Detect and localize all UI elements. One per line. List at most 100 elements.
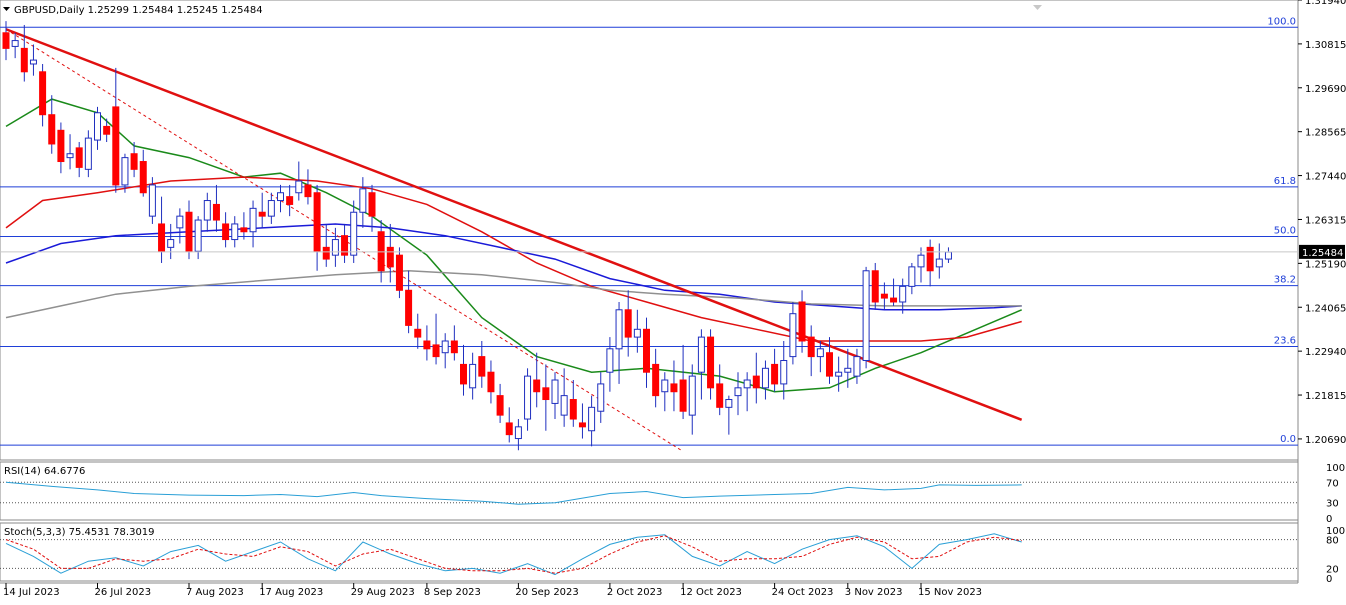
candle-body bbox=[560, 395, 568, 416]
osc-tick-label: 30 bbox=[1326, 499, 1339, 510]
rsi-title: RSI(14) 64.6776 bbox=[4, 466, 85, 477]
price-tick-label: 1.27440 bbox=[1305, 172, 1346, 183]
stoch-pane-frame bbox=[0, 522, 1299, 582]
candle-body bbox=[240, 227, 248, 233]
candle-body bbox=[816, 348, 824, 358]
candle-body bbox=[862, 270, 870, 362]
time-tick-label: 26 Jul 2023 bbox=[95, 587, 152, 598]
candle-body bbox=[633, 328, 641, 338]
candle-body bbox=[20, 47, 28, 73]
candle-body bbox=[496, 395, 504, 416]
candle-body bbox=[615, 309, 623, 350]
candle-body bbox=[670, 383, 678, 393]
osc-tick-label: 80 bbox=[1326, 536, 1339, 547]
candle-body bbox=[295, 180, 303, 194]
fib-level-label: 100.0 bbox=[1267, 16, 1296, 27]
candle-body bbox=[478, 356, 486, 377]
candle-body bbox=[359, 188, 367, 213]
time-tick-label: 14 Jul 2023 bbox=[3, 587, 60, 598]
candle-body bbox=[341, 235, 349, 256]
candle-body bbox=[258, 211, 266, 217]
price-tick-label: 1.28565 bbox=[1305, 128, 1346, 139]
candle-body bbox=[94, 112, 101, 141]
candle-body bbox=[84, 137, 92, 170]
candle-body bbox=[304, 184, 312, 198]
candle-body bbox=[551, 379, 559, 404]
candle-body bbox=[11, 40, 19, 47]
candle-body bbox=[185, 211, 193, 252]
candle-body bbox=[652, 363, 660, 397]
candle-body bbox=[890, 297, 898, 303]
candle-body bbox=[578, 422, 586, 428]
price-tick-label: 1.24065 bbox=[1305, 303, 1346, 314]
candle-body bbox=[926, 246, 934, 272]
fib-level-label: 38.2 bbox=[1274, 275, 1296, 286]
candle-body bbox=[716, 383, 724, 408]
candle-body bbox=[469, 363, 477, 389]
candle-body bbox=[39, 71, 47, 116]
candle-body bbox=[743, 379, 751, 389]
price-tick-label: 1.31940 bbox=[1305, 0, 1346, 7]
candle-body bbox=[112, 106, 120, 186]
fib-level-label: 50.0 bbox=[1274, 225, 1296, 236]
time-axis[interactable]: 14 Jul 2023 26 Jul 2023 7 Aug 2023 17 Aug 2… bbox=[3, 583, 982, 598]
dropdown-triangle-icon[interactable] bbox=[3, 7, 10, 11]
candle-body bbox=[661, 379, 669, 393]
candle-body bbox=[460, 363, 467, 385]
candle-body bbox=[853, 356, 861, 377]
candle-body bbox=[752, 375, 760, 389]
osc-tick-label: 100 bbox=[1326, 526, 1345, 537]
candle-body bbox=[588, 406, 596, 432]
time-tick-label: 12 Oct 2023 bbox=[680, 587, 742, 598]
candle-body bbox=[331, 239, 339, 256]
candle-body bbox=[148, 184, 156, 217]
price-tick-label: 1.30815 bbox=[1305, 40, 1346, 51]
candle-body bbox=[212, 203, 220, 221]
candle-body bbox=[66, 153, 74, 159]
time-tick-label: 3 Nov 2023 bbox=[845, 587, 903, 598]
candle-body bbox=[917, 254, 925, 268]
candle-body bbox=[935, 258, 943, 268]
fib-level-label: 61.8 bbox=[1274, 176, 1296, 187]
scroll-marker-icon[interactable] bbox=[1033, 5, 1042, 10]
candle-body bbox=[2, 32, 10, 49]
candle-body bbox=[277, 192, 284, 202]
time-tick-label: 20 Sep 2023 bbox=[515, 587, 578, 598]
price-tick-label: 1.29690 bbox=[1305, 84, 1346, 95]
candle-body bbox=[231, 223, 239, 241]
candle-body bbox=[139, 161, 147, 194]
time-tick-label: 17 Aug 2023 bbox=[259, 587, 323, 598]
candle-body bbox=[368, 192, 376, 217]
osc-tick-label: 0 bbox=[1326, 574, 1332, 585]
candle-body bbox=[688, 375, 696, 416]
candle-body bbox=[167, 239, 175, 248]
candle-body bbox=[249, 207, 257, 233]
candle-body bbox=[194, 219, 202, 252]
symbol-header: GBPUSD,Daily 1.25299 1.25484 1.25245 1.2… bbox=[14, 5, 263, 16]
time-tick-label: 29 Aug 2023 bbox=[351, 587, 415, 598]
candle-body bbox=[505, 422, 513, 436]
candle-body bbox=[441, 340, 449, 354]
candle-body bbox=[771, 363, 779, 385]
osc-tick-label: 70 bbox=[1326, 478, 1339, 489]
downtrend-line bbox=[5, 28, 1023, 421]
candle-body bbox=[524, 375, 532, 420]
candle-body bbox=[267, 200, 275, 217]
candle-body bbox=[624, 309, 632, 338]
candle-body bbox=[350, 211, 358, 256]
price-tick-label: 1.22940 bbox=[1305, 347, 1346, 358]
candle-body bbox=[899, 285, 907, 303]
candle-body bbox=[313, 192, 321, 252]
rsi-line bbox=[5, 481, 1022, 505]
candle-body bbox=[725, 399, 733, 408]
candle-body bbox=[761, 367, 769, 389]
stoch-title: Stoch(5,3,3) 75.4531 78.3019 bbox=[4, 527, 155, 538]
price-tick-label: 1.20690 bbox=[1305, 435, 1346, 446]
candle-body bbox=[487, 371, 495, 393]
rsi-indicator: 100 70 30 0 bbox=[0, 463, 1345, 525]
price-axis[interactable]: 1.31940 1.30815 1.29690 1.28565 1.27440 1.263… bbox=[0, 0, 1346, 446]
candles bbox=[2, 21, 952, 451]
